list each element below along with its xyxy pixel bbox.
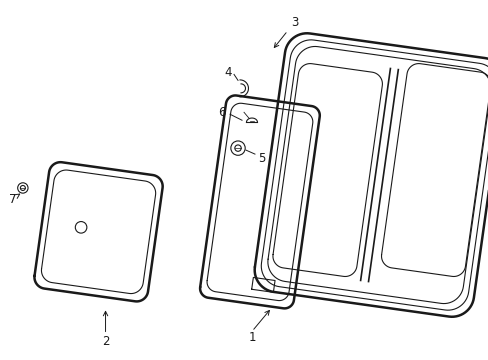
- Text: 7: 7: [9, 193, 17, 206]
- Text: 3: 3: [290, 16, 298, 29]
- Text: 5: 5: [258, 152, 265, 165]
- Text: 4: 4: [224, 66, 231, 79]
- Text: 2: 2: [102, 335, 109, 348]
- Text: 1: 1: [248, 331, 255, 344]
- Text: 6: 6: [218, 106, 225, 119]
